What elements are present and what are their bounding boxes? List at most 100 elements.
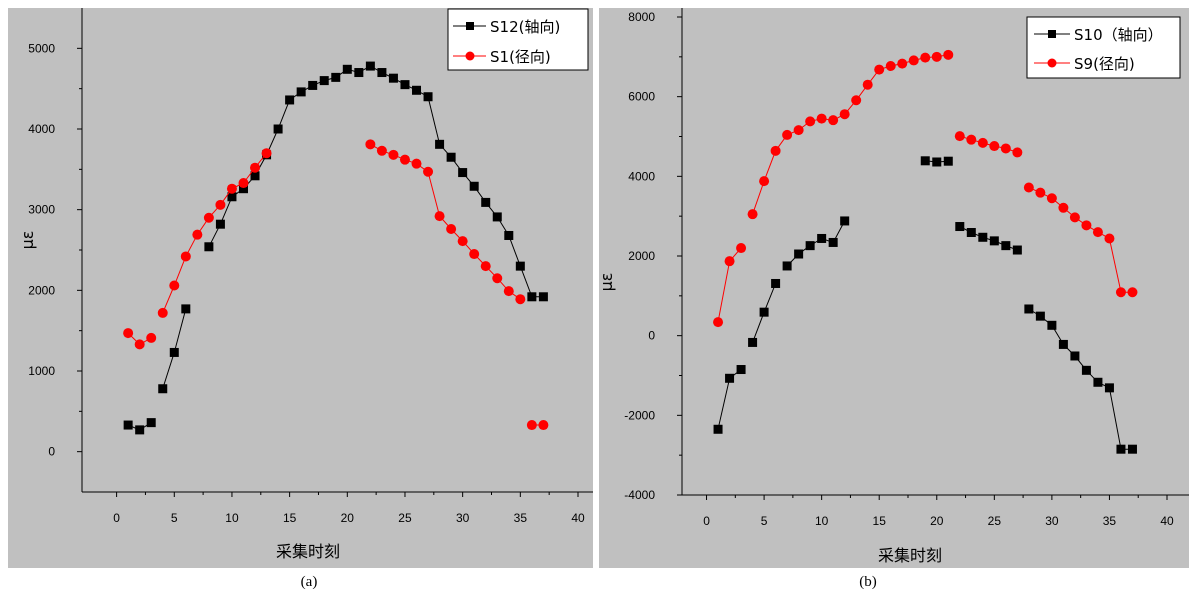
data-point [538, 292, 548, 302]
data-point [365, 61, 375, 71]
data-point [943, 156, 953, 166]
data-point [862, 79, 873, 90]
x-tick-label: 40 [1160, 514, 1174, 528]
data-point [526, 420, 537, 431]
data-point [492, 273, 503, 284]
data-point [989, 141, 1000, 152]
data-point [146, 418, 156, 428]
data-point [1127, 444, 1137, 454]
data-point [503, 286, 514, 297]
data-point [840, 216, 850, 226]
data-point [1104, 233, 1115, 244]
data-point [365, 139, 376, 150]
series-line [1028, 308, 1133, 450]
data-point [261, 148, 272, 159]
chart-a-legend-label-s1: S1(径向) [490, 48, 551, 66]
x-tick-label: 5 [171, 511, 178, 525]
data-point [897, 58, 908, 69]
data-point [977, 137, 988, 148]
y-tick-label: 3000 [28, 203, 55, 217]
data-point [238, 184, 248, 194]
x-tick-label: 20 [930, 514, 944, 528]
caption-a: (a) [300, 574, 318, 590]
series-black [713, 156, 1137, 454]
data-point [966, 134, 977, 145]
data-point [1115, 287, 1126, 298]
data-point [851, 95, 862, 106]
data-point [736, 365, 746, 375]
data-point [1093, 377, 1103, 387]
data-point [1047, 320, 1057, 330]
data-point [759, 176, 770, 187]
data-point [319, 76, 329, 86]
chart-b: -4000 -2000 0 2000 4000 6000 8000 0 5 10 15 20 25 30… [597, 8, 1189, 568]
data-point [538, 420, 549, 431]
data-point [955, 222, 965, 232]
data-point [204, 242, 214, 252]
data-point [480, 261, 491, 272]
data-point [135, 425, 145, 435]
chart-b-background [599, 8, 1189, 568]
y-tick-label: 0 [48, 445, 55, 459]
data-point [794, 249, 804, 259]
data-point [1024, 304, 1034, 314]
data-point [1001, 241, 1011, 251]
data-point [169, 347, 179, 357]
data-point [782, 261, 792, 271]
series-black [123, 61, 548, 435]
data-point [817, 233, 827, 243]
data-point [423, 92, 433, 102]
data-point [874, 64, 885, 75]
data-point [481, 197, 491, 207]
chart-b-legend-marker-s9 [1047, 58, 1057, 68]
data-point [123, 328, 134, 339]
x-tick-label: 10 [225, 511, 239, 525]
y-tick-label: 5000 [28, 41, 55, 55]
data-point [1116, 444, 1126, 454]
data-point [388, 149, 399, 160]
x-tick-label: 20 [341, 511, 355, 525]
data-point [1127, 287, 1138, 298]
data-point [180, 251, 191, 262]
data-point [134, 339, 145, 350]
data-point [250, 171, 260, 181]
data-point [1035, 311, 1045, 321]
data-point [943, 49, 954, 60]
x-tick-label: 5 [761, 514, 768, 528]
data-point [458, 168, 468, 178]
data-point [1081, 365, 1091, 375]
data-point [748, 337, 758, 347]
data-point [423, 166, 434, 177]
data-point [215, 199, 226, 210]
data-point [192, 229, 203, 240]
data-point [146, 332, 157, 343]
data-point [331, 72, 341, 82]
chart-b-xlabel: 采集时刻 [878, 546, 942, 565]
data-point [1092, 227, 1103, 238]
data-point [434, 211, 445, 222]
data-point [770, 145, 781, 156]
x-tick-label: 35 [514, 511, 528, 525]
data-point [713, 424, 723, 434]
data-point [805, 241, 815, 251]
y-tick-label: 2000 [28, 283, 55, 297]
data-point [1058, 339, 1068, 349]
chart-a-background [8, 8, 593, 568]
y-tick-label: -2000 [624, 408, 655, 422]
data-point [1023, 182, 1034, 193]
data-point [377, 68, 387, 78]
data-point [885, 60, 896, 71]
data-point [839, 109, 850, 120]
data-point [227, 192, 237, 202]
data-point [954, 131, 965, 142]
x-tick-label: 10 [815, 514, 829, 528]
chart-b-legend-label-s9: S9(径向) [1074, 55, 1135, 73]
y-tick-label: 6000 [628, 90, 655, 104]
series-line [162, 152, 267, 314]
data-point [435, 139, 445, 149]
data-point [388, 73, 398, 83]
data-point [181, 304, 191, 314]
x-tick-label: 0 [113, 511, 120, 525]
x-tick-label: 30 [1045, 514, 1059, 528]
data-point [759, 307, 769, 317]
